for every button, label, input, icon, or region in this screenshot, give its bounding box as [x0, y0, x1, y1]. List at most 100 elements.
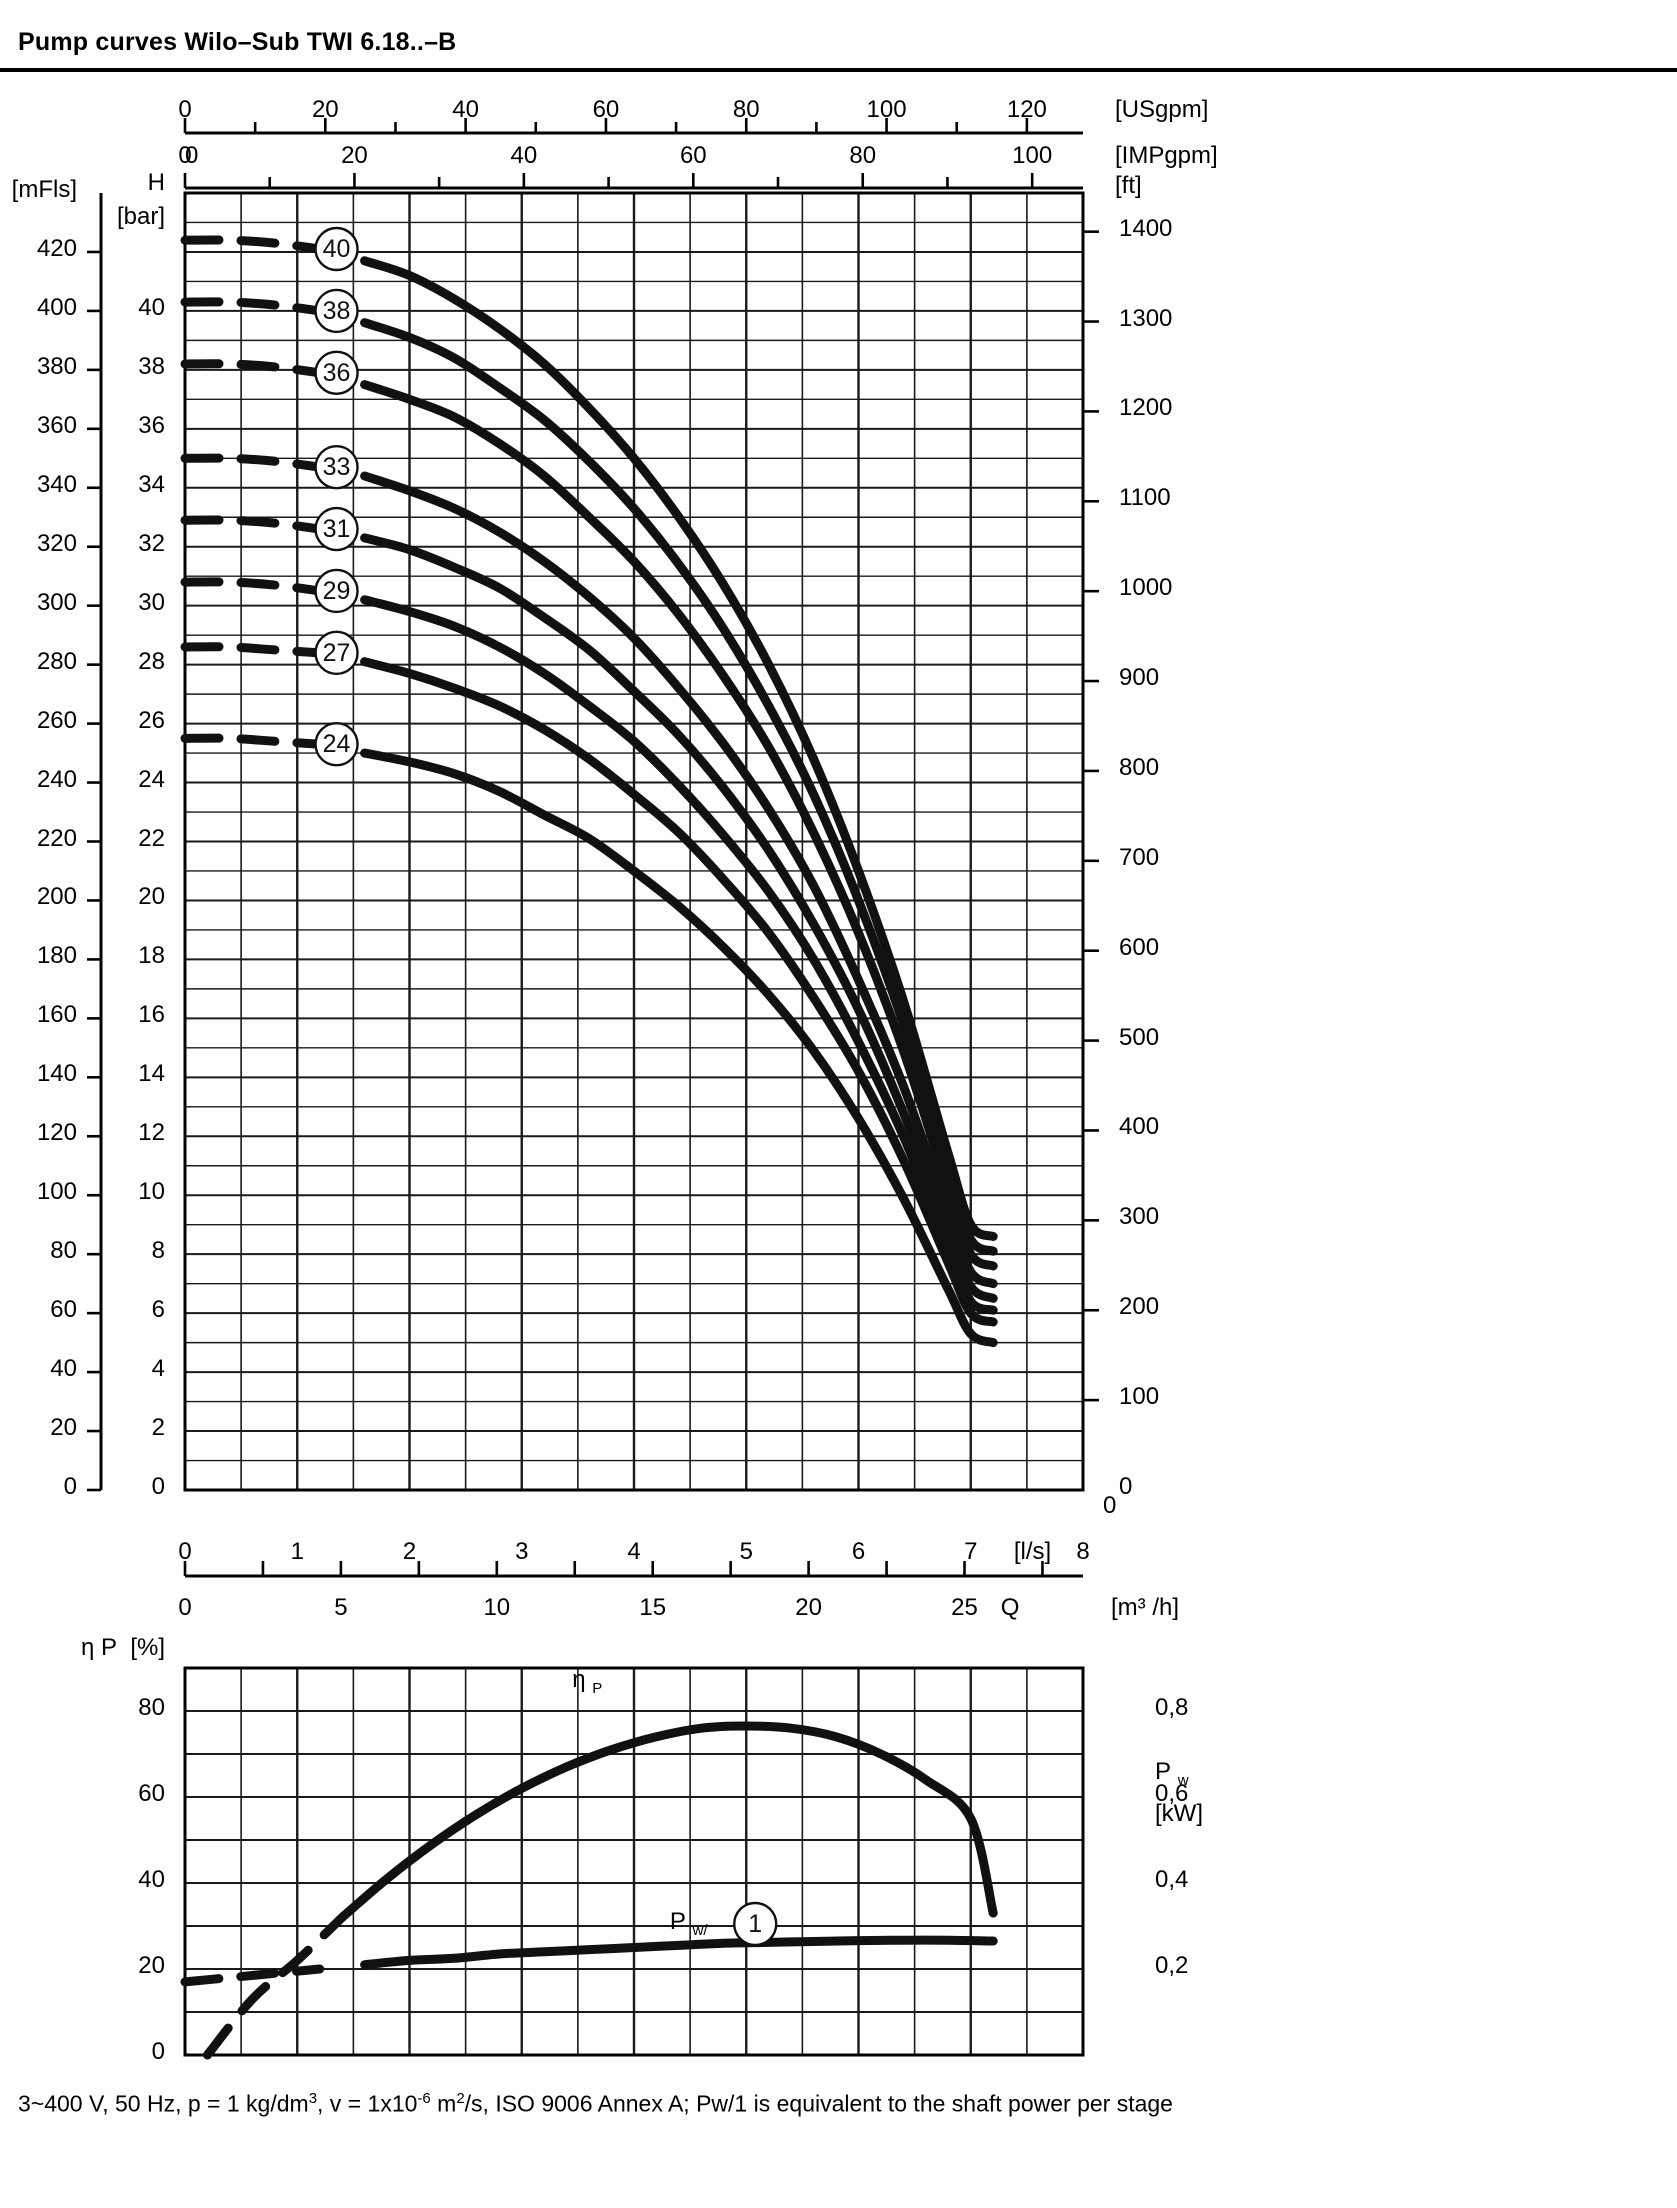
- mfls-tick-420: 420: [36, 234, 77, 262]
- footnote-sup-3: 2: [456, 2090, 465, 2107]
- h-bar-tick-26: 26: [138, 706, 165, 734]
- pump-curve-38: [180, 297, 998, 1256]
- pump-curve-dashed-38: [180, 297, 325, 316]
- h-bar-tick-28: 28: [138, 647, 165, 675]
- h-bar-tick-16: 16: [138, 1001, 165, 1029]
- q-tick-20: 20: [795, 1594, 822, 1621]
- mfls-tick-180: 180: [36, 942, 77, 970]
- ft-tick-1400: 1400: [1119, 214, 1173, 242]
- main-chart-curves: [180, 235, 998, 1348]
- ft-tick-900: 900: [1119, 664, 1160, 692]
- impgpm-axis-tick-60: 60: [679, 142, 707, 169]
- page-title: Pump curves Wilo–Sub TWI 6.18..–B: [18, 28, 457, 56]
- power-tick-0-8: 0,8: [1155, 1694, 1189, 1721]
- mfls-tick-160: 160: [36, 1001, 77, 1029]
- ls-tick-7: 7: [964, 1538, 978, 1565]
- mfls-tick-240: 240: [36, 765, 77, 793]
- ft-tick-0-right: 0: [1103, 1492, 1117, 1519]
- footnote-sup-2: -6: [417, 2090, 431, 2107]
- h-bar-tick-30: 30: [138, 588, 165, 616]
- ls-tick-4: 4: [627, 1538, 641, 1565]
- ft-tick-1300: 1300: [1119, 304, 1173, 332]
- efficiency-tick-80: 80: [138, 1694, 165, 1721]
- efficiency-curve-annotation: η P: [572, 1666, 603, 1697]
- stage-badge-label-29: 29: [323, 577, 351, 605]
- power-stage-badge-label: 1: [748, 1910, 762, 1938]
- stage-badge-group: 40 38 36 33 31 29 27 24: [314, 226, 359, 767]
- mfls-axis-unit: [mFls]: [11, 176, 77, 203]
- ft-tick-300: 300: [1119, 1203, 1160, 1231]
- stage-badge-circle-31: [314, 506, 359, 552]
- pump-curve-dashed-40: [180, 235, 325, 254]
- stage-badge-label-33: 33: [323, 453, 351, 481]
- ft-tick-200: 200: [1119, 1293, 1160, 1321]
- lower-chart-curves: [180, 1721, 998, 2060]
- ft-tick-800: 800: [1119, 753, 1160, 781]
- stage-badge-circle-29: [314, 568, 359, 614]
- power-curve-solid: [360, 1935, 998, 1970]
- q-tick-25: 25: [951, 1594, 978, 1621]
- pump-curve-dashed-33: [180, 453, 325, 472]
- pump-curve-solid-27: [360, 657, 998, 1327]
- impgpm-axis-tick-0: 0: [178, 142, 192, 169]
- efficiency-tick-0: 0: [151, 2038, 165, 2065]
- impgpm-axis-unit: [IMPgpm]: [1115, 142, 1218, 169]
- pump-curve-dashed-24: [180, 733, 325, 749]
- pump-curve-dashed-36: [180, 359, 325, 378]
- ft-tick-1100: 1100: [1119, 484, 1171, 512]
- mfls-tick-40: 40: [50, 1355, 77, 1383]
- power-axis-symbol: P w: [1155, 1758, 1189, 1789]
- pump-curve-solid-29: [360, 595, 998, 1315]
- impgpm-axis-tick-80: 80: [849, 142, 877, 169]
- mfls-tick-260: 260: [36, 706, 77, 734]
- ft-tick-0: 0: [1119, 1473, 1133, 1500]
- footnote-b: , v = 1x10: [317, 2090, 418, 2117]
- mfls-tick-20: 20: [50, 1414, 77, 1442]
- pump-curve-solid-36: [360, 380, 998, 1271]
- ls-tick-2: 2: [402, 1538, 417, 1565]
- efficiency-tick-40: 40: [138, 1866, 165, 1893]
- usgpm-axis-tick-0: 0: [178, 96, 192, 123]
- h-bar-tick-4: 4: [151, 1355, 165, 1383]
- ls-axis-unit: [l/s]: [1013, 1538, 1052, 1565]
- usgpm-axis-tick-80: 80: [732, 96, 760, 123]
- q-tick-5: 5: [334, 1594, 348, 1621]
- usgpm-axis-tick-100: 100: [866, 96, 907, 123]
- footnote-sup-1: 3: [308, 2090, 318, 2107]
- stage-badge-label-31: 31: [323, 515, 351, 543]
- pump-curve-31: [180, 515, 998, 1303]
- usgpm-axis-tick-60: 60: [592, 96, 620, 123]
- ft-tick-1200: 1200: [1119, 394, 1173, 422]
- h-bar-tick-40: 40: [138, 293, 165, 321]
- mfls-axis: [87, 193, 103, 1492]
- mfls-tick-380: 380: [36, 352, 77, 380]
- ls-tick-3: 3: [515, 1538, 529, 1565]
- stage-badge-label-38: 38: [323, 297, 351, 325]
- mfls-tick-280: 280: [36, 647, 77, 675]
- q-tick-0: 0: [178, 1594, 192, 1621]
- footnote-a: 3~400 V, 50 Hz, p = 1 kg/dm: [18, 2090, 309, 2117]
- ft-tick-600: 600: [1119, 933, 1160, 961]
- h-bar-origin-zero: 0: [185, 142, 199, 169]
- efficiency-tick-60: 60: [138, 1780, 165, 1807]
- pump-curve-dashed-31: [180, 515, 325, 534]
- pump-curve-solid-40: [360, 256, 998, 1241]
- mfls-tick-360: 360: [36, 411, 77, 439]
- usgpm-axis-unit: [USgpm]: [1115, 96, 1209, 123]
- pump-curve-dashed-29: [180, 577, 325, 596]
- power-curve-annotation: P w/: [669, 1908, 708, 1939]
- h-bar-tick-22: 22: [138, 824, 165, 852]
- stage-badge-label-36: 36: [323, 359, 351, 387]
- ls-tick-5: 5: [739, 1538, 753, 1565]
- pump-curve-40: [180, 235, 998, 1241]
- footnote-d: /s, ISO 9006 Annex A; Pw/1 is equivalent…: [464, 2090, 1173, 2117]
- h-bar-tick-10: 10: [138, 1178, 165, 1206]
- mfls-tick-80: 80: [50, 1237, 77, 1265]
- h-bar-tick-14: 14: [138, 1060, 165, 1088]
- stage-badge-circle-27: [314, 630, 359, 676]
- mfls-tick-220: 220: [36, 824, 77, 852]
- stage-badge-circle-38: [314, 288, 359, 334]
- stage-badge-label-24: 24: [323, 730, 351, 758]
- h-bar-tick-20: 20: [138, 883, 165, 911]
